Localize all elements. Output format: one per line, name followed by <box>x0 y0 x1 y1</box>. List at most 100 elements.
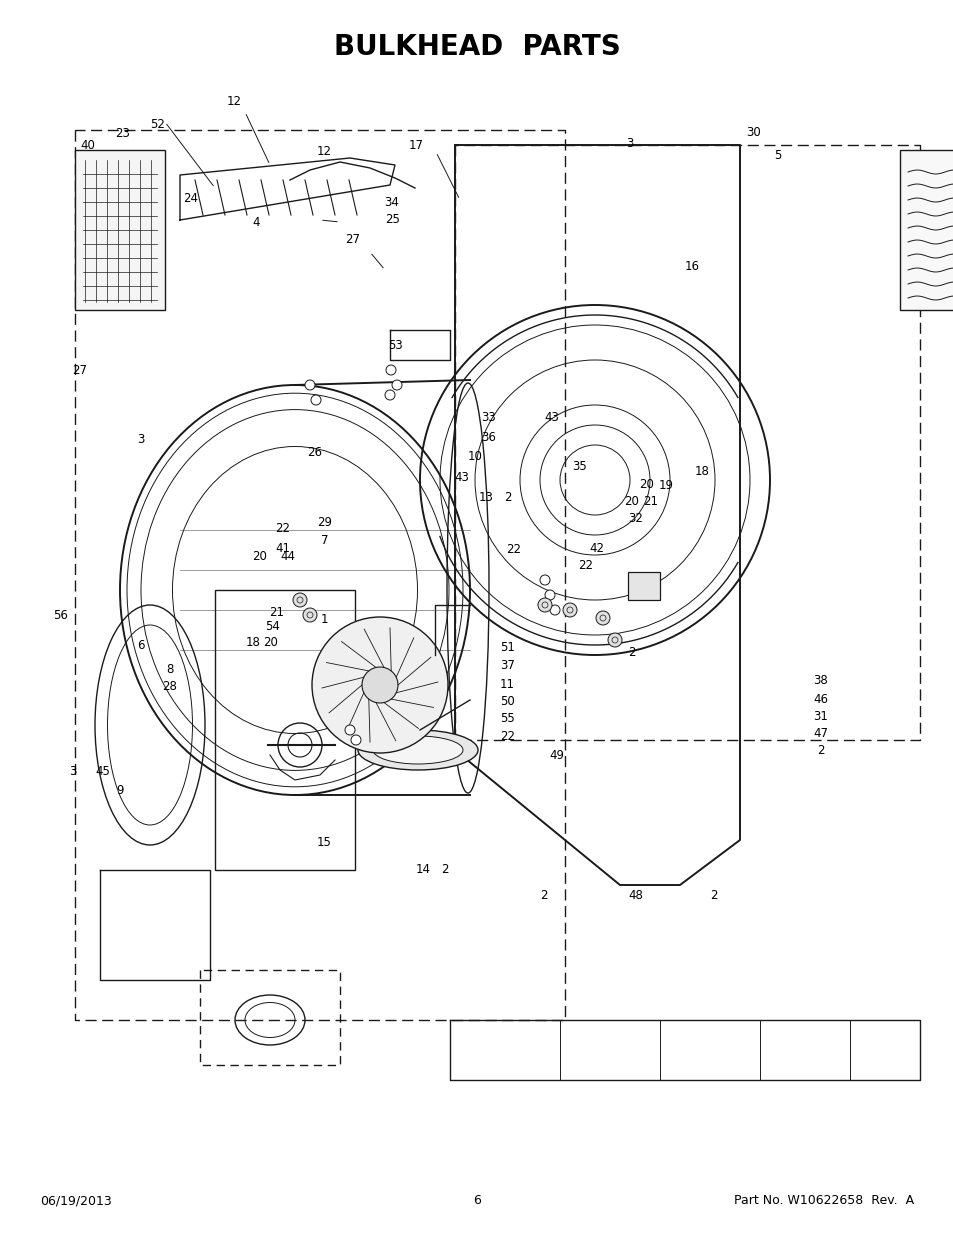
Text: 21: 21 <box>642 495 658 508</box>
Text: 28: 28 <box>162 680 177 693</box>
Text: 53: 53 <box>388 340 403 352</box>
Text: 22: 22 <box>578 559 593 572</box>
Text: 1: 1 <box>320 614 328 626</box>
Bar <box>899 149 953 310</box>
Text: 36: 36 <box>480 431 496 443</box>
Text: 30: 30 <box>745 126 760 138</box>
Text: 3: 3 <box>137 433 145 446</box>
Text: 22: 22 <box>274 522 290 535</box>
Text: 12: 12 <box>316 146 332 158</box>
Circle shape <box>562 603 577 618</box>
Text: 35: 35 <box>572 461 587 473</box>
Text: 06/19/2013: 06/19/2013 <box>40 1194 112 1207</box>
Circle shape <box>351 735 360 745</box>
Text: 17: 17 <box>408 140 423 152</box>
Circle shape <box>361 667 397 703</box>
Text: 21: 21 <box>269 606 284 619</box>
Text: 20: 20 <box>623 495 639 508</box>
Text: 10: 10 <box>467 451 482 463</box>
Text: 44: 44 <box>280 551 295 563</box>
Text: 40: 40 <box>80 140 95 152</box>
Text: 54: 54 <box>265 620 280 632</box>
Text: 3: 3 <box>625 137 633 149</box>
Text: BULKHEAD  PARTS: BULKHEAD PARTS <box>334 33 619 61</box>
Ellipse shape <box>357 730 477 769</box>
Text: 27: 27 <box>71 364 87 377</box>
Circle shape <box>537 598 552 613</box>
Text: 14: 14 <box>416 863 431 876</box>
Text: 34: 34 <box>384 196 399 209</box>
Text: 41: 41 <box>274 542 290 555</box>
Text: 25: 25 <box>384 214 399 226</box>
Text: 8: 8 <box>166 663 173 676</box>
Text: 18: 18 <box>694 466 709 478</box>
Text: 33: 33 <box>480 411 496 424</box>
Text: 29: 29 <box>316 516 332 529</box>
Text: 51: 51 <box>499 641 515 653</box>
Text: 18: 18 <box>245 636 260 648</box>
Text: 2: 2 <box>709 889 717 902</box>
Text: 48: 48 <box>627 889 642 902</box>
Circle shape <box>312 618 448 753</box>
Text: Part No. W10622658  Rev.  A: Part No. W10622658 Rev. A <box>733 1194 913 1207</box>
Text: 16: 16 <box>684 261 700 273</box>
Text: 11: 11 <box>499 678 515 690</box>
Text: 38: 38 <box>812 674 827 687</box>
Text: 3: 3 <box>69 766 76 778</box>
Text: 56: 56 <box>52 609 68 621</box>
Circle shape <box>596 611 609 625</box>
Text: 46: 46 <box>812 693 827 705</box>
Text: 6: 6 <box>137 640 145 652</box>
Text: 4: 4 <box>252 216 259 228</box>
Text: 12: 12 <box>226 95 241 107</box>
Text: 20: 20 <box>639 478 654 490</box>
Circle shape <box>544 590 555 600</box>
Circle shape <box>345 725 355 735</box>
Text: 47: 47 <box>812 727 827 740</box>
Text: 50: 50 <box>499 695 515 708</box>
Text: 5: 5 <box>773 149 781 162</box>
Circle shape <box>550 605 559 615</box>
Text: 20: 20 <box>263 636 278 648</box>
Circle shape <box>305 380 314 390</box>
Circle shape <box>385 390 395 400</box>
Text: 43: 43 <box>543 411 558 424</box>
Circle shape <box>293 593 307 606</box>
Text: 22: 22 <box>505 543 520 556</box>
Text: 37: 37 <box>499 659 515 672</box>
Text: 13: 13 <box>478 492 494 504</box>
Circle shape <box>386 366 395 375</box>
Text: 2: 2 <box>440 863 448 876</box>
Text: 19: 19 <box>658 479 673 492</box>
Text: 32: 32 <box>627 513 642 525</box>
Circle shape <box>607 634 621 647</box>
Text: 24: 24 <box>183 193 198 205</box>
Text: 2: 2 <box>627 646 635 658</box>
Circle shape <box>303 608 316 622</box>
Text: 26: 26 <box>307 446 322 458</box>
Text: 9: 9 <box>116 784 124 797</box>
Text: 42: 42 <box>589 542 604 555</box>
Circle shape <box>392 380 401 390</box>
Text: 6: 6 <box>473 1194 480 1207</box>
Text: 45: 45 <box>95 766 111 778</box>
Ellipse shape <box>373 736 462 764</box>
Circle shape <box>539 576 550 585</box>
Text: 20: 20 <box>252 551 267 563</box>
Text: 31: 31 <box>812 710 827 722</box>
Text: 43: 43 <box>454 472 469 484</box>
Text: 52: 52 <box>150 119 165 131</box>
Text: 2: 2 <box>816 745 823 757</box>
Bar <box>75 149 165 310</box>
Text: 55: 55 <box>499 713 515 725</box>
Bar <box>214 590 355 869</box>
Text: 7: 7 <box>320 535 328 547</box>
Text: 2: 2 <box>503 492 511 504</box>
Text: 15: 15 <box>316 836 332 848</box>
Text: 27: 27 <box>345 233 360 246</box>
Bar <box>627 572 659 600</box>
Text: 22: 22 <box>499 730 515 742</box>
Text: 2: 2 <box>539 889 547 902</box>
Circle shape <box>311 395 320 405</box>
Text: 49: 49 <box>549 750 564 762</box>
